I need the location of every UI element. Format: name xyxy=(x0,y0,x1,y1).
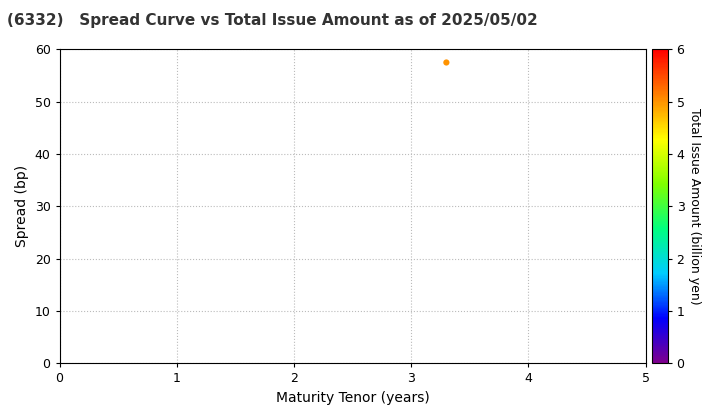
Text: (6332)   Spread Curve vs Total Issue Amount as of 2025/05/02: (6332) Spread Curve vs Total Issue Amoun… xyxy=(7,13,538,28)
Y-axis label: Total Issue Amount (billion yen): Total Issue Amount (billion yen) xyxy=(688,108,701,305)
Point xyxy=(441,59,452,66)
Y-axis label: Spread (bp): Spread (bp) xyxy=(15,165,29,247)
X-axis label: Maturity Tenor (years): Maturity Tenor (years) xyxy=(276,391,430,405)
